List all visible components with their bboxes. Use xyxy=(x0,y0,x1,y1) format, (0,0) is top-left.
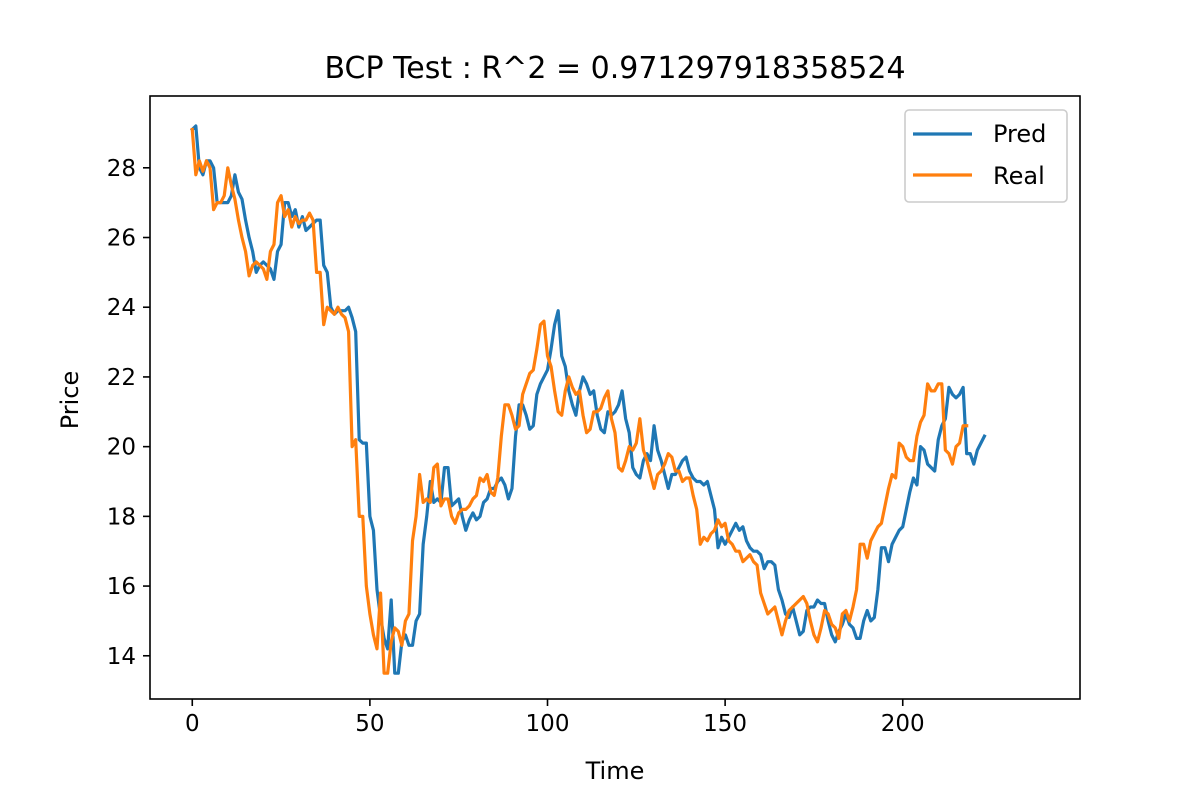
x-axis: 0 50 100 150 200 xyxy=(185,699,925,737)
x-tick-label: 0 xyxy=(185,711,200,737)
x-axis-label: Time xyxy=(585,757,645,785)
legend: Pred Real xyxy=(904,109,1068,203)
series-layer xyxy=(190,124,987,675)
y-axis-label: Price xyxy=(56,371,84,430)
y-tick-label: 22 xyxy=(107,365,136,391)
x-tick-label: 50 xyxy=(355,711,384,737)
y-tick-label: 14 xyxy=(107,644,136,670)
chart-title: BCP Test : R^2 = 0.971297918358524 xyxy=(324,51,905,86)
y-axis: 14 16 18 20 22 24 26 28 xyxy=(107,156,150,670)
y-tick-label: 20 xyxy=(107,435,136,461)
y-tick-label: 28 xyxy=(107,156,136,182)
legend-label-pred: Pred xyxy=(993,120,1046,148)
plot-frame xyxy=(149,95,1081,700)
series-line-real xyxy=(190,127,969,675)
x-tick-label: 100 xyxy=(526,711,570,737)
x-tick-label: 150 xyxy=(703,711,747,737)
x-tick-label: 200 xyxy=(881,711,925,737)
legend-label-real: Real xyxy=(993,162,1045,190)
y-tick-label: 24 xyxy=(107,295,136,321)
y-tick-label: 16 xyxy=(107,574,136,600)
series-line-pred xyxy=(190,124,987,675)
y-tick-label: 18 xyxy=(107,504,136,530)
y-tick-label: 26 xyxy=(107,226,136,252)
